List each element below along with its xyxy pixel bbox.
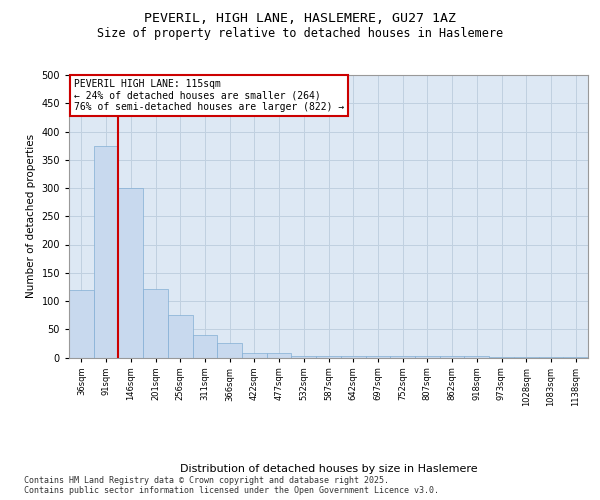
Bar [464,356,489,358]
Y-axis label: Number of detached properties: Number of detached properties [26,134,36,298]
Bar [390,356,415,358]
Bar [69,290,94,358]
Bar [292,356,316,358]
Text: PEVERIL, HIGH LANE, HASLEMERE, GU27 1AZ: PEVERIL, HIGH LANE, HASLEMERE, GU27 1AZ [144,12,456,26]
Bar [489,357,514,358]
Bar [118,188,143,358]
Bar [217,344,242,357]
Bar [242,353,267,358]
Bar [365,356,390,358]
Bar [168,315,193,358]
Bar [193,335,217,357]
Bar [94,146,118,358]
Bar [514,357,539,358]
Bar [539,357,563,358]
Bar [415,356,440,358]
Text: Size of property relative to detached houses in Haslemere: Size of property relative to detached ho… [97,28,503,40]
Bar [563,357,588,358]
Bar [341,356,365,358]
Bar [440,356,464,358]
X-axis label: Distribution of detached houses by size in Haslemere: Distribution of detached houses by size … [179,464,478,474]
Bar [267,353,292,358]
Bar [316,356,341,358]
Text: PEVERIL HIGH LANE: 115sqm
← 24% of detached houses are smaller (264)
76% of semi: PEVERIL HIGH LANE: 115sqm ← 24% of detac… [74,79,344,112]
Text: Contains HM Land Registry data © Crown copyright and database right 2025.
Contai: Contains HM Land Registry data © Crown c… [24,476,439,495]
Bar [143,288,168,358]
